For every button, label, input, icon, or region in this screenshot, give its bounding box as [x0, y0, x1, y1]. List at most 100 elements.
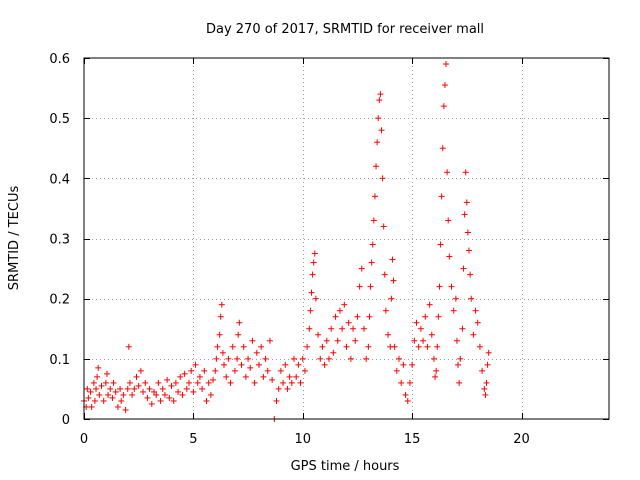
data-point: [236, 319, 243, 326]
data-point: [286, 373, 293, 380]
scatter-points: [81, 61, 492, 422]
grid: [84, 58, 609, 419]
data-point: [334, 337, 341, 344]
data-point: [371, 193, 378, 200]
data-point: [266, 337, 273, 344]
data-point: [238, 361, 245, 368]
data-point: [231, 367, 238, 374]
data-point: [432, 373, 439, 380]
data-point: [190, 388, 197, 395]
data-point: [370, 217, 377, 224]
data-point: [319, 343, 326, 350]
data-point: [482, 391, 489, 398]
data-point: [117, 385, 124, 392]
data-point: [297, 379, 304, 386]
data-point: [446, 253, 453, 260]
y-tick-label: 0.3: [49, 233, 70, 248]
data-point: [107, 385, 114, 392]
data-point: [468, 295, 475, 302]
data-point: [168, 382, 175, 389]
data-point: [368, 259, 375, 266]
data-point: [288, 379, 295, 386]
data-point: [96, 391, 103, 398]
data-point: [484, 361, 491, 368]
data-point: [214, 343, 221, 350]
data-point: [448, 283, 455, 290]
data-point: [95, 364, 102, 371]
data-point: [452, 295, 459, 302]
data-point: [391, 343, 398, 350]
data-point: [177, 373, 184, 380]
data-point: [229, 343, 236, 350]
data-point: [332, 313, 339, 320]
data-point: [183, 385, 190, 392]
data-point: [125, 343, 132, 350]
data-point: [470, 331, 477, 338]
data-point: [328, 325, 335, 332]
data-point: [245, 355, 252, 362]
data-point: [466, 247, 472, 254]
data-point: [456, 379, 463, 386]
data-point: [137, 367, 144, 374]
data-point: [110, 379, 117, 386]
data-point: [308, 289, 315, 296]
data-point: [120, 391, 127, 398]
data-point: [382, 307, 389, 314]
data-point: [411, 337, 418, 344]
data-point: [379, 175, 386, 182]
data-point: [445, 217, 452, 224]
data-point: [438, 193, 445, 200]
data-point: [402, 391, 409, 398]
x-tick-label: 20: [513, 432, 530, 447]
data-point: [258, 343, 265, 350]
data-point: [356, 283, 363, 290]
data-point: [464, 229, 471, 236]
data-point: [436, 283, 443, 290]
data-point: [460, 265, 467, 272]
data-point: [218, 301, 225, 308]
data-point: [280, 379, 287, 386]
y-tick-label: 0.5: [49, 112, 70, 127]
data-point: [388, 295, 395, 302]
data-point: [481, 385, 488, 392]
data-point: [216, 331, 223, 338]
data-point: [474, 319, 481, 326]
x-tick-label: 0: [80, 432, 88, 447]
data-point: [428, 331, 435, 338]
data-point: [363, 355, 370, 362]
data-point: [188, 367, 195, 374]
data-point: [262, 355, 269, 362]
data-point: [453, 337, 460, 344]
y-tick-label: 0.2: [49, 293, 70, 308]
data-point: [385, 331, 392, 338]
x-tick-label: 15: [404, 432, 421, 447]
data-point: [249, 337, 256, 344]
data-point: [210, 376, 217, 383]
data-point: [98, 382, 105, 389]
data-point: [90, 379, 97, 386]
data-point: [217, 313, 224, 320]
data-point: [159, 385, 166, 392]
data-point: [304, 343, 311, 350]
y-tick-labels: 0 0.1 0.2 0.3 0.4 0.5 0.6: [49, 52, 70, 428]
data-point: [87, 388, 94, 395]
data-point: [417, 325, 424, 332]
data-point: [347, 355, 354, 362]
data-point: [247, 364, 254, 371]
data-point: [431, 355, 437, 362]
data-point: [219, 349, 226, 356]
data-point: [235, 331, 242, 338]
data-point: [205, 379, 212, 386]
data-point: [275, 385, 282, 392]
data-point: [336, 307, 343, 314]
data-point: [199, 385, 206, 392]
data-point: [192, 361, 199, 368]
data-point: [315, 331, 322, 338]
data-point: [415, 343, 422, 350]
data-point: [155, 379, 162, 386]
plot-frame: [83, 57, 610, 420]
data-point: [126, 379, 133, 386]
data-point: [462, 169, 469, 176]
data-point: [341, 301, 348, 308]
data-point: [146, 385, 153, 392]
